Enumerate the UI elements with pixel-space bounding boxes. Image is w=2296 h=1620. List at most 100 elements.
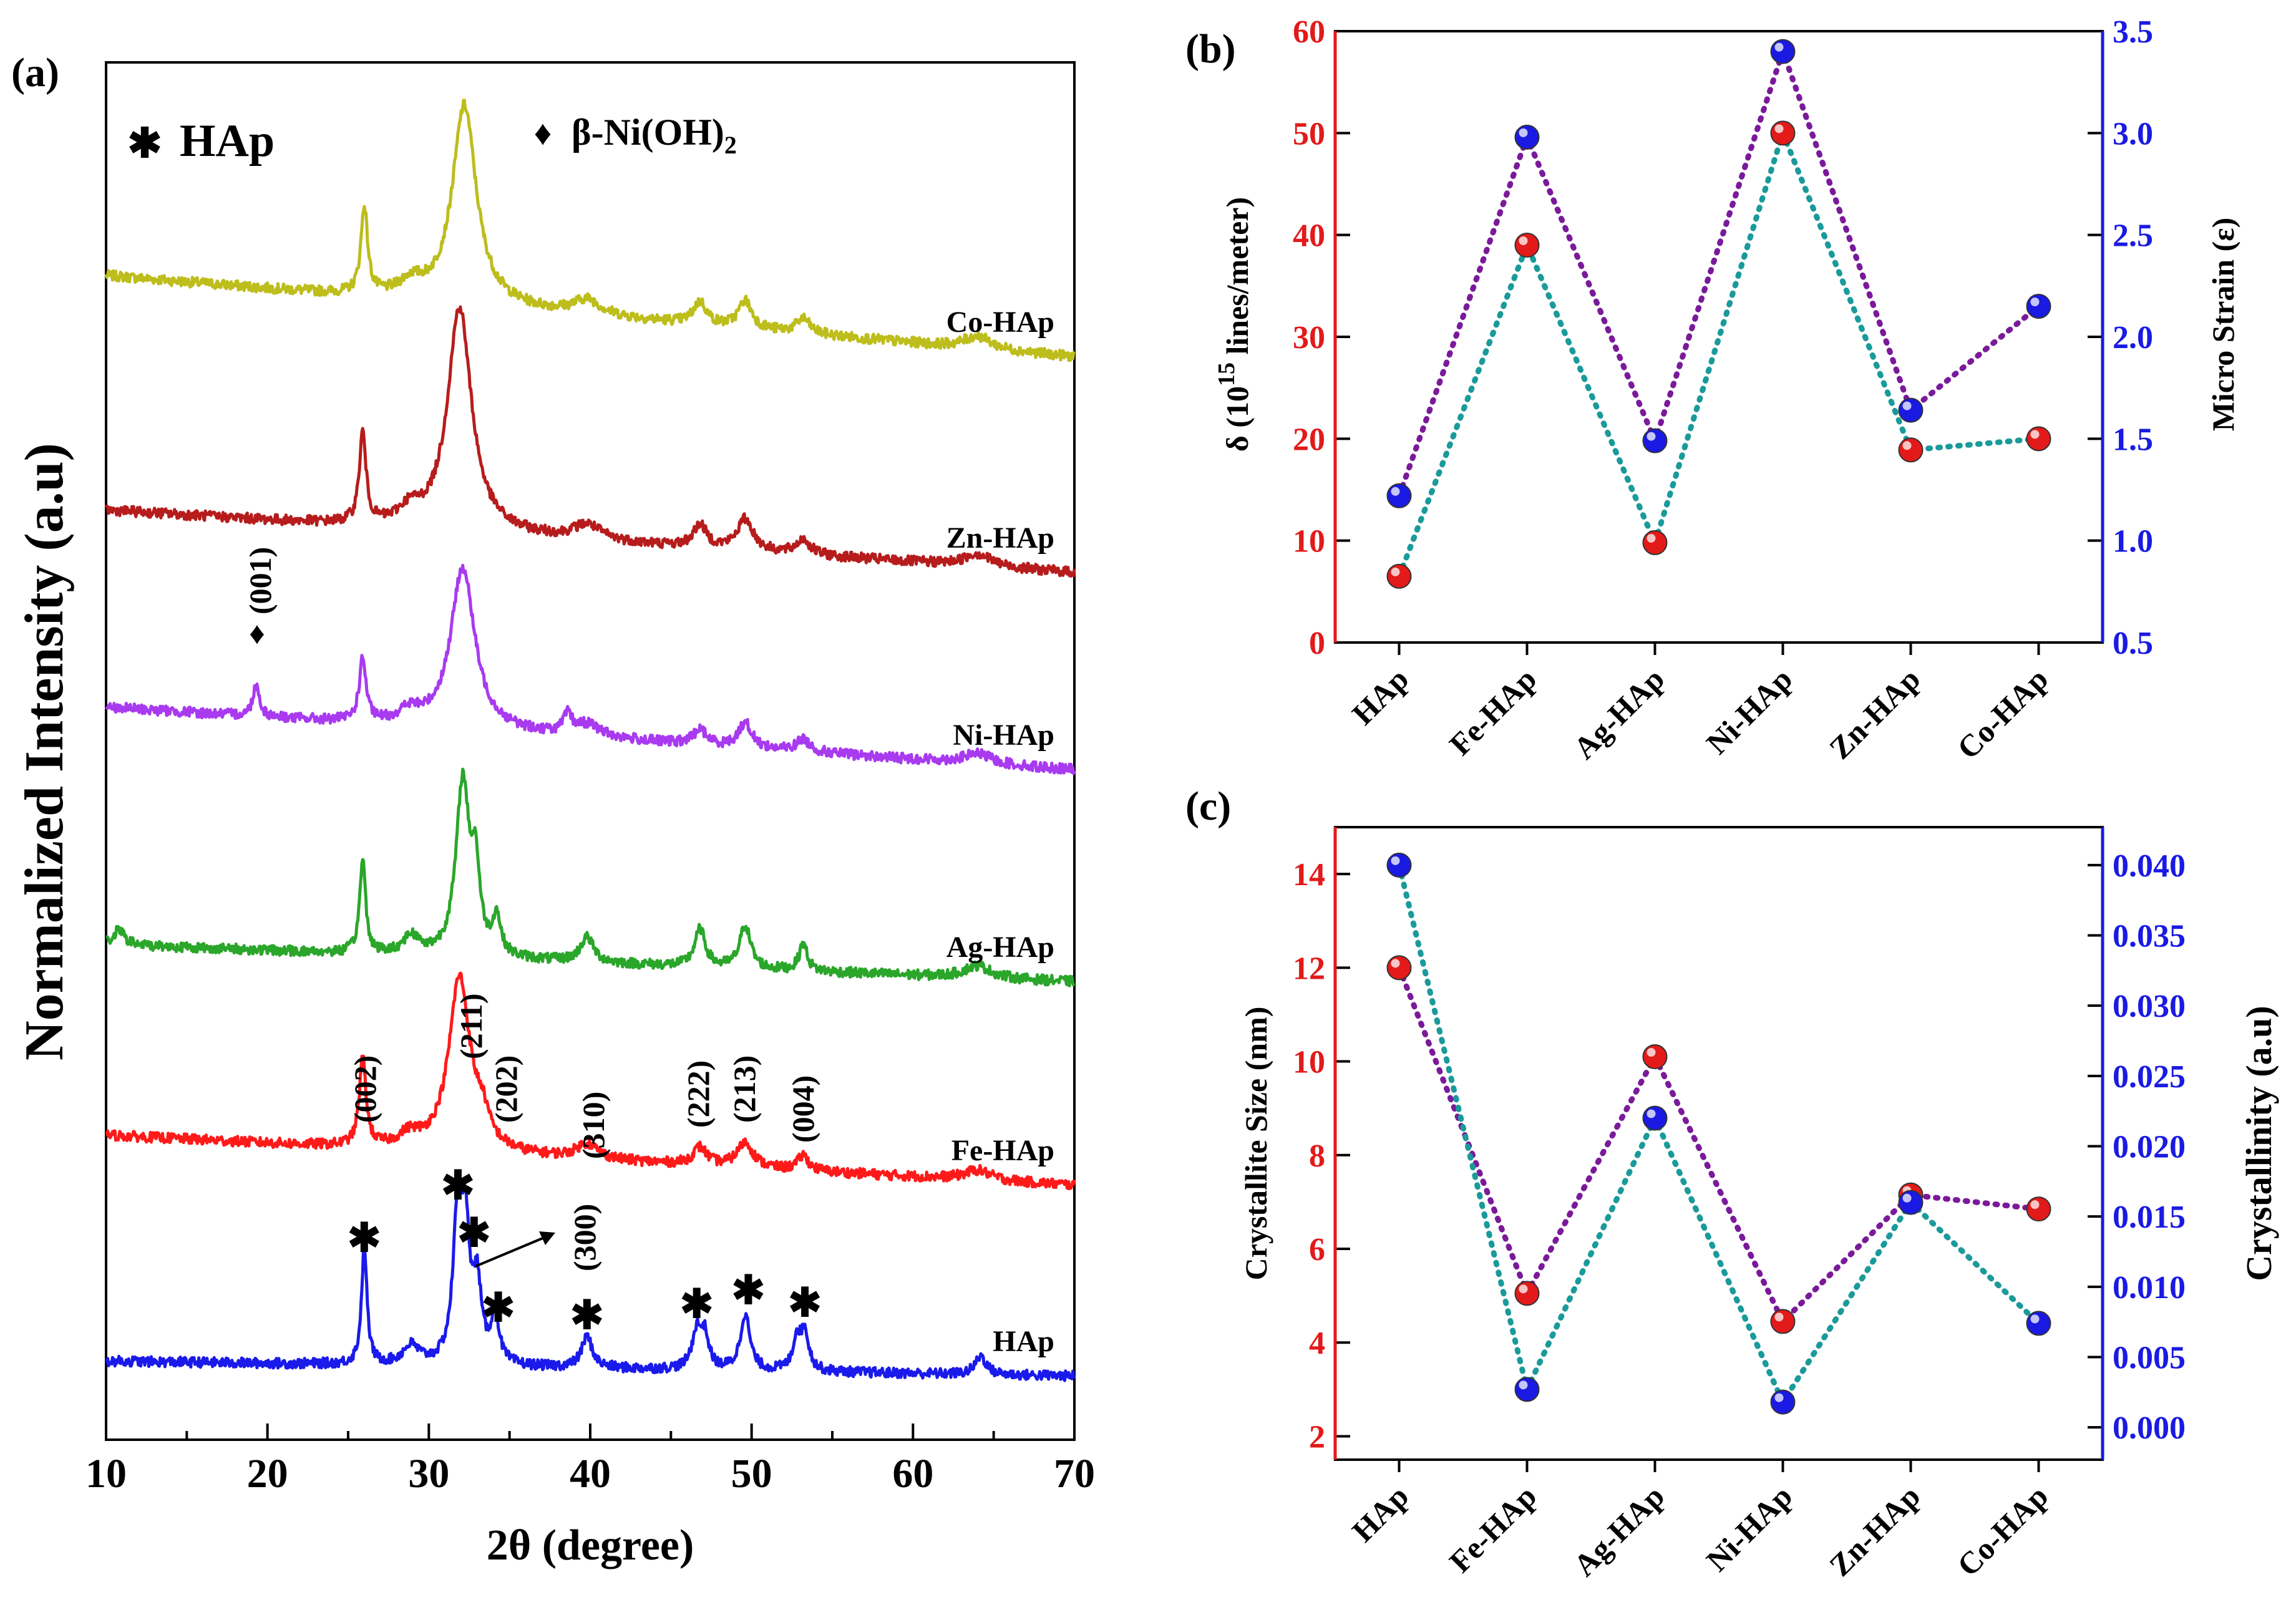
category-label-co-hap: Co-HAp	[1950, 661, 2055, 765]
point-crystallinity-fe-hap	[1514, 1377, 1540, 1402]
legend-hap-label: HAp	[180, 115, 275, 167]
category-label-zn-hap: Zn-HAp	[1822, 1478, 1927, 1583]
left-tick-label: 12	[1293, 951, 1325, 986]
right-tick-label: 0.000	[2113, 1410, 2186, 1446]
category-label-fe-hap: Fe-HAp	[1442, 1478, 1543, 1579]
hap-star-icon: ✱	[457, 1211, 491, 1255]
panel-a-y-axis-label: Normalized Intensity (a.u)	[14, 443, 75, 1060]
curve-ni-hap	[105, 563, 1076, 775]
right-tick-label: 0.005	[2113, 1341, 2186, 1376]
left-tick-label: 0	[1309, 626, 1325, 661]
marker-highlight	[1391, 487, 1400, 496]
panel-a-curves	[104, 99, 1076, 1382]
hap-star-icon: ✱	[570, 1293, 604, 1337]
curve-ag-hap	[105, 767, 1076, 987]
marker-highlight	[1391, 567, 1400, 576]
curve-fe-hap	[105, 971, 1076, 1191]
hkl-211: (211)	[454, 993, 489, 1059]
left-tick-label: 14	[1293, 857, 1325, 893]
point-crystallite-size-ag-hap	[1642, 1044, 1668, 1070]
hap-marker-icon: ✱	[127, 121, 162, 167]
panel-a-label: (a)	[11, 50, 59, 95]
point-crystallite-size-hap	[1386, 955, 1412, 981]
right-tick-label: 0.025	[2113, 1059, 2186, 1095]
right-tick-label: 0.035	[2113, 919, 2186, 954]
left-tick-label: 10	[1293, 1045, 1325, 1080]
point--fe-hap	[1514, 233, 1540, 258]
category-label-ag-hap: Ag-HAp	[1567, 661, 1671, 765]
hkl-213: (213)	[727, 1055, 762, 1123]
panel-b-left-axis-label: δ (1015 lines/meter)	[1214, 197, 1255, 452]
right-tick-label: 0.020	[2113, 1130, 2186, 1165]
hkl-001: (001)	[243, 547, 278, 614]
left-tick-label: 60	[1293, 14, 1325, 50]
x-tick-label-50: 50	[731, 1451, 772, 1496]
hkl-300: (300)	[567, 1204, 602, 1271]
hap-star-icon: ✱	[482, 1286, 515, 1330]
point-micro-strain-hap	[1386, 483, 1412, 508]
series-line-micro-strain	[1396, 42, 2041, 499]
curve-label-ag-hap: Ag-HAp	[946, 931, 1054, 964]
marker-highlight	[1902, 1193, 1912, 1203]
x-tick-label-60: 60	[892, 1451, 933, 1496]
right-tick-label: 0.030	[2113, 989, 2186, 1024]
x-tick-label-10: 10	[85, 1451, 127, 1496]
panel-a-x-ticks: 10 20 30 40 50 60 70	[85, 1424, 1095, 1496]
curve-hap	[105, 1180, 1076, 1382]
category-label-ni-hap: Ni-HAp	[1700, 661, 1799, 760]
marker-highlight	[1391, 959, 1400, 968]
marker-highlight	[1647, 533, 1656, 543]
point-micro-strain-ag-hap	[1642, 428, 1668, 454]
marker-highlight	[1774, 1312, 1784, 1322]
curve-label-ni-hap: Ni-HAp	[953, 719, 1054, 752]
hap-star-icon: ✱	[441, 1163, 475, 1208]
curve-label-fe-hap: Fe-HAp	[951, 1134, 1054, 1167]
diamond-marker-icon: ♦	[534, 114, 552, 153]
panel-c-frame	[1334, 826, 2104, 1461]
marker-highlight	[2030, 1314, 2040, 1324]
category-label-co-hap: Co-HAp	[1950, 1478, 2055, 1583]
point--ag-hap	[1642, 530, 1668, 555]
point-crystallinity-ag-hap	[1642, 1105, 1668, 1131]
marker-highlight	[1647, 1109, 1656, 1118]
category-label-hap: HAp	[1345, 661, 1415, 731]
left-tick-label: 6	[1309, 1232, 1325, 1268]
panel-c-right-axis-label: Crystallinity (a.u)	[2239, 1006, 2279, 1281]
marker-highlight	[1519, 1284, 1528, 1294]
left-tick-label: 20	[1293, 422, 1325, 457]
right-tick-label: 0.040	[2113, 848, 2186, 884]
hkl-002: (002)	[348, 1055, 382, 1123]
marker-highlight	[2030, 1200, 2040, 1210]
left-tick-label: 40	[1293, 218, 1325, 254]
category-label-fe-hap: Fe-HAp	[1442, 661, 1543, 762]
marker-highlight	[1774, 1393, 1784, 1402]
marker-highlight	[2030, 430, 2040, 439]
panel-a-hap-stars: ✱✱✱✱ ✱ ✱ ✱ ✱	[348, 1163, 822, 1337]
marker-highlight	[1519, 236, 1528, 245]
point-crystallinity-hap	[1386, 852, 1412, 878]
marker-highlight	[1391, 856, 1400, 865]
panel-c-left-axis-label: Crystallite Size (nm)	[1238, 1007, 1273, 1281]
panel-b-strain: (b) 0 10 20 30 40 50 60 0.5 1.0 1.5 2.0 2.5 3.0 3.5 HA…	[1185, 14, 2240, 765]
right-tick-label: 0.010	[2113, 1270, 2186, 1306]
point--zn-hap	[1898, 437, 1924, 463]
hkl-004: (004)	[786, 1075, 820, 1143]
panel-b-marks	[1386, 39, 2051, 589]
panel-b-frame	[1334, 30, 2104, 644]
series-line-crystallite-size	[1396, 964, 2041, 1327]
peak-300-arrow	[475, 1236, 545, 1268]
right-tick-label: 2.5	[2113, 218, 2153, 254]
panel-a-series-labels: Co-HAp Zn-HAp Ni-HAp Ag-HAp Fe-HAp HAp	[946, 306, 1054, 1358]
point-crystallinity-ni-hap	[1770, 1389, 1796, 1415]
panel-c-marks	[1386, 852, 2051, 1415]
right-tick-label: 2.0	[2113, 320, 2153, 356]
hap-star-icon: ✱	[348, 1216, 381, 1260]
point-micro-strain-co-hap	[2026, 294, 2051, 319]
panel-b-right-axis-label: Micro Strain (ε)	[2206, 218, 2240, 432]
marker-highlight	[1902, 401, 1912, 410]
point-crystallite-size-fe-hap	[1514, 1281, 1540, 1306]
marker-highlight	[2030, 298, 2040, 306]
right-tick-label: 0.015	[2113, 1200, 2186, 1235]
panel-b-label: (b)	[1185, 26, 1236, 72]
